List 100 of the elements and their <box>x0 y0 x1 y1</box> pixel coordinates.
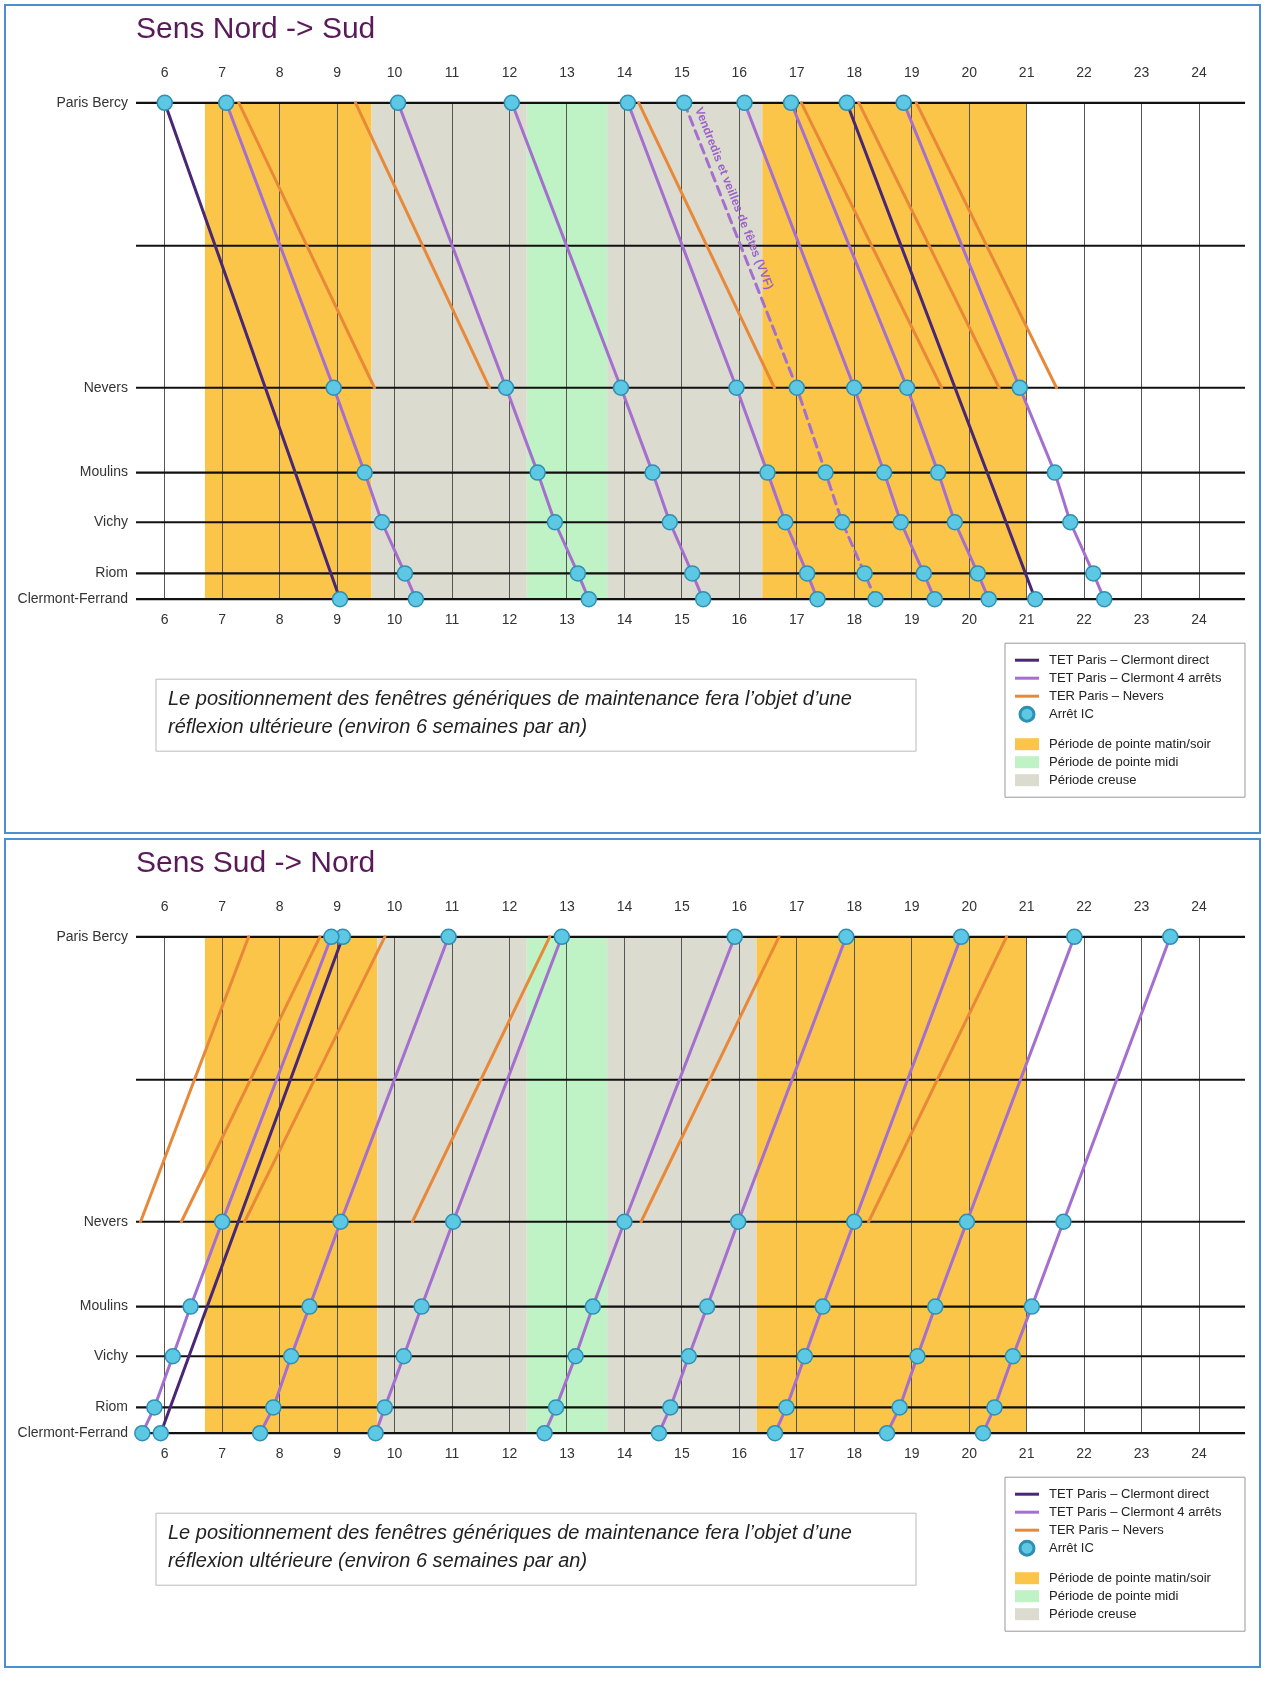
x2-tick-label: 24 <box>1191 898 1208 915</box>
point <box>766 1424 784 1442</box>
point <box>389 94 407 112</box>
legend-label: Période creuse <box>1049 1605 1137 1621</box>
point <box>788 379 806 396</box>
point <box>569 565 587 582</box>
point <box>837 928 855 946</box>
point <box>694 590 712 608</box>
point <box>1162 928 1179 946</box>
point <box>650 1424 668 1442</box>
x2-tick-label: 23 <box>1133 64 1150 81</box>
point <box>846 379 863 396</box>
point <box>926 590 943 608</box>
x2-tick-label: 13 <box>559 898 575 915</box>
x2-tick-label: 12 <box>501 898 518 915</box>
legend-label: TET Paris – Clermont 4 arrêts <box>1049 669 1222 685</box>
point <box>444 1213 462 1230</box>
ref-line-label: Riom <box>95 1398 128 1415</box>
point <box>878 1424 896 1442</box>
x-tick-label: 12 <box>501 611 518 628</box>
point <box>323 928 340 946</box>
x2-tick-label: 19 <box>903 64 920 81</box>
legend-label: Arrêt IC <box>1049 705 1094 721</box>
point <box>553 928 571 946</box>
point <box>1046 464 1064 481</box>
point <box>867 590 884 608</box>
x2-tick-label: 17 <box>789 64 805 81</box>
point <box>146 1399 163 1416</box>
x-tick-label: 13 <box>559 611 575 628</box>
x-tick-label: 21 <box>1018 611 1035 628</box>
point <box>759 464 776 481</box>
point <box>612 379 630 396</box>
legend-label: TER Paris – Nevers <box>1049 1521 1165 1537</box>
legend-label: Période creuse <box>1049 771 1137 787</box>
ref-line-label: Paris Bercy <box>56 93 128 110</box>
legend-label: Période de pointe matin/soir <box>1049 1569 1212 1585</box>
x2-tick-label: 19 <box>903 898 920 915</box>
x2-tick-label: 12 <box>501 64 518 81</box>
ref-line-label: Clermont-Ferrand <box>17 590 128 607</box>
point <box>497 379 515 396</box>
point <box>536 1424 553 1442</box>
ref-line-label: Moulins <box>79 1297 128 1314</box>
point <box>817 464 834 481</box>
chart-title: Sens Sud -> Nord <box>136 845 376 879</box>
legend-label: Arrêt IC <box>1049 1539 1094 1555</box>
x-tick-label: 14 <box>616 611 633 628</box>
point <box>838 94 856 112</box>
x2-tick-label: 22 <box>1076 898 1093 915</box>
point <box>909 1348 926 1365</box>
legend-label: Période de pointe midi <box>1049 1587 1179 1603</box>
x2-tick-label: 17 <box>789 898 805 915</box>
point <box>503 94 521 112</box>
point <box>282 1348 300 1365</box>
legend-label: Période de pointe midi <box>1049 753 1179 769</box>
x2-tick-label: 7 <box>218 898 227 915</box>
x2-tick-label: 18 <box>846 64 863 81</box>
legend-label: TET Paris – Clermont 4 arrêts <box>1049 1503 1222 1519</box>
x2-tick-label: 20 <box>961 64 978 81</box>
point <box>974 1424 992 1442</box>
point <box>736 94 753 112</box>
x-tick-label: 21 <box>1018 1445 1035 1462</box>
point <box>798 565 816 582</box>
point <box>332 1213 349 1230</box>
x2-tick-label: 15 <box>674 64 690 81</box>
point <box>619 94 637 112</box>
point <box>875 464 893 481</box>
ref-line-label: Clermont-Ferrand <box>17 1424 128 1441</box>
x2-tick-label: 13 <box>559 64 575 81</box>
x-tick-label: 12 <box>501 1445 518 1462</box>
point <box>584 1298 602 1315</box>
point <box>182 1298 199 1315</box>
x-tick-label: 7 <box>218 1445 227 1462</box>
point <box>892 514 910 531</box>
x-tick-label: 17 <box>789 611 805 628</box>
x-tick-label: 18 <box>846 1445 863 1462</box>
point <box>680 1348 698 1365</box>
point <box>376 1399 394 1416</box>
point <box>1011 379 1028 396</box>
point <box>675 94 693 112</box>
point <box>580 590 598 608</box>
point <box>213 1213 231 1230</box>
point <box>1095 590 1113 608</box>
x2-tick-label: 6 <box>160 64 169 81</box>
point <box>413 1298 430 1315</box>
x-tick-label: 20 <box>961 1445 978 1462</box>
point <box>782 94 800 112</box>
point <box>1055 1213 1072 1230</box>
point <box>929 464 947 481</box>
x-tick-label: 14 <box>616 1445 633 1462</box>
text: Le positionnement des fenêtres génériques de maintenance fera l’objet d’une réflexion ultérieure (environ 6 semaines par an) <box>168 1520 852 1571</box>
point <box>856 565 873 582</box>
x2-tick-label: 21 <box>1018 64 1035 81</box>
point <box>616 1213 633 1230</box>
point <box>895 94 912 112</box>
point <box>547 1399 565 1416</box>
x2-tick-label: 10 <box>386 898 403 915</box>
x-tick-label: 6 <box>160 1445 169 1462</box>
point <box>683 565 701 582</box>
point <box>156 94 173 112</box>
x-tick-label: 11 <box>444 611 460 628</box>
